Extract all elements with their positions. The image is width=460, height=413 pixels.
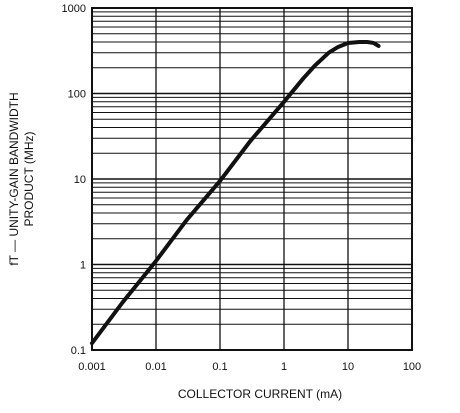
y-tick-label: 1 [80,260,86,272]
x-tick-label: 0.001 [78,361,106,373]
tick-labels: 0.001 0.01 0.1 1 10 100 0.1 1 10 100 1000 [62,3,422,373]
series-line-ft [90,40,381,346]
y-tick-label: 10 [74,174,86,186]
x-tick-label: 1 [281,361,287,373]
y-tick-label: 0.1 [71,345,86,357]
x-tick-label: 0.1 [212,361,227,373]
grid [91,8,413,351]
x-tick-label: 100 [403,361,421,373]
y-axis-label-line1: fT — UNITY-GAIN BANDWIDTH [7,92,21,265]
x-axis-label: COLLECTOR CURRENT (mA) [178,387,342,401]
y-tick-label: 1000 [62,3,86,15]
x-tick-label: 10 [342,361,354,373]
plot-frame [91,7,413,351]
x-tick-label: 0.01 [145,361,166,373]
y-tick-label: 100 [68,89,86,101]
y-axis-label-line2: PRODUCT (MHz) [22,131,36,226]
